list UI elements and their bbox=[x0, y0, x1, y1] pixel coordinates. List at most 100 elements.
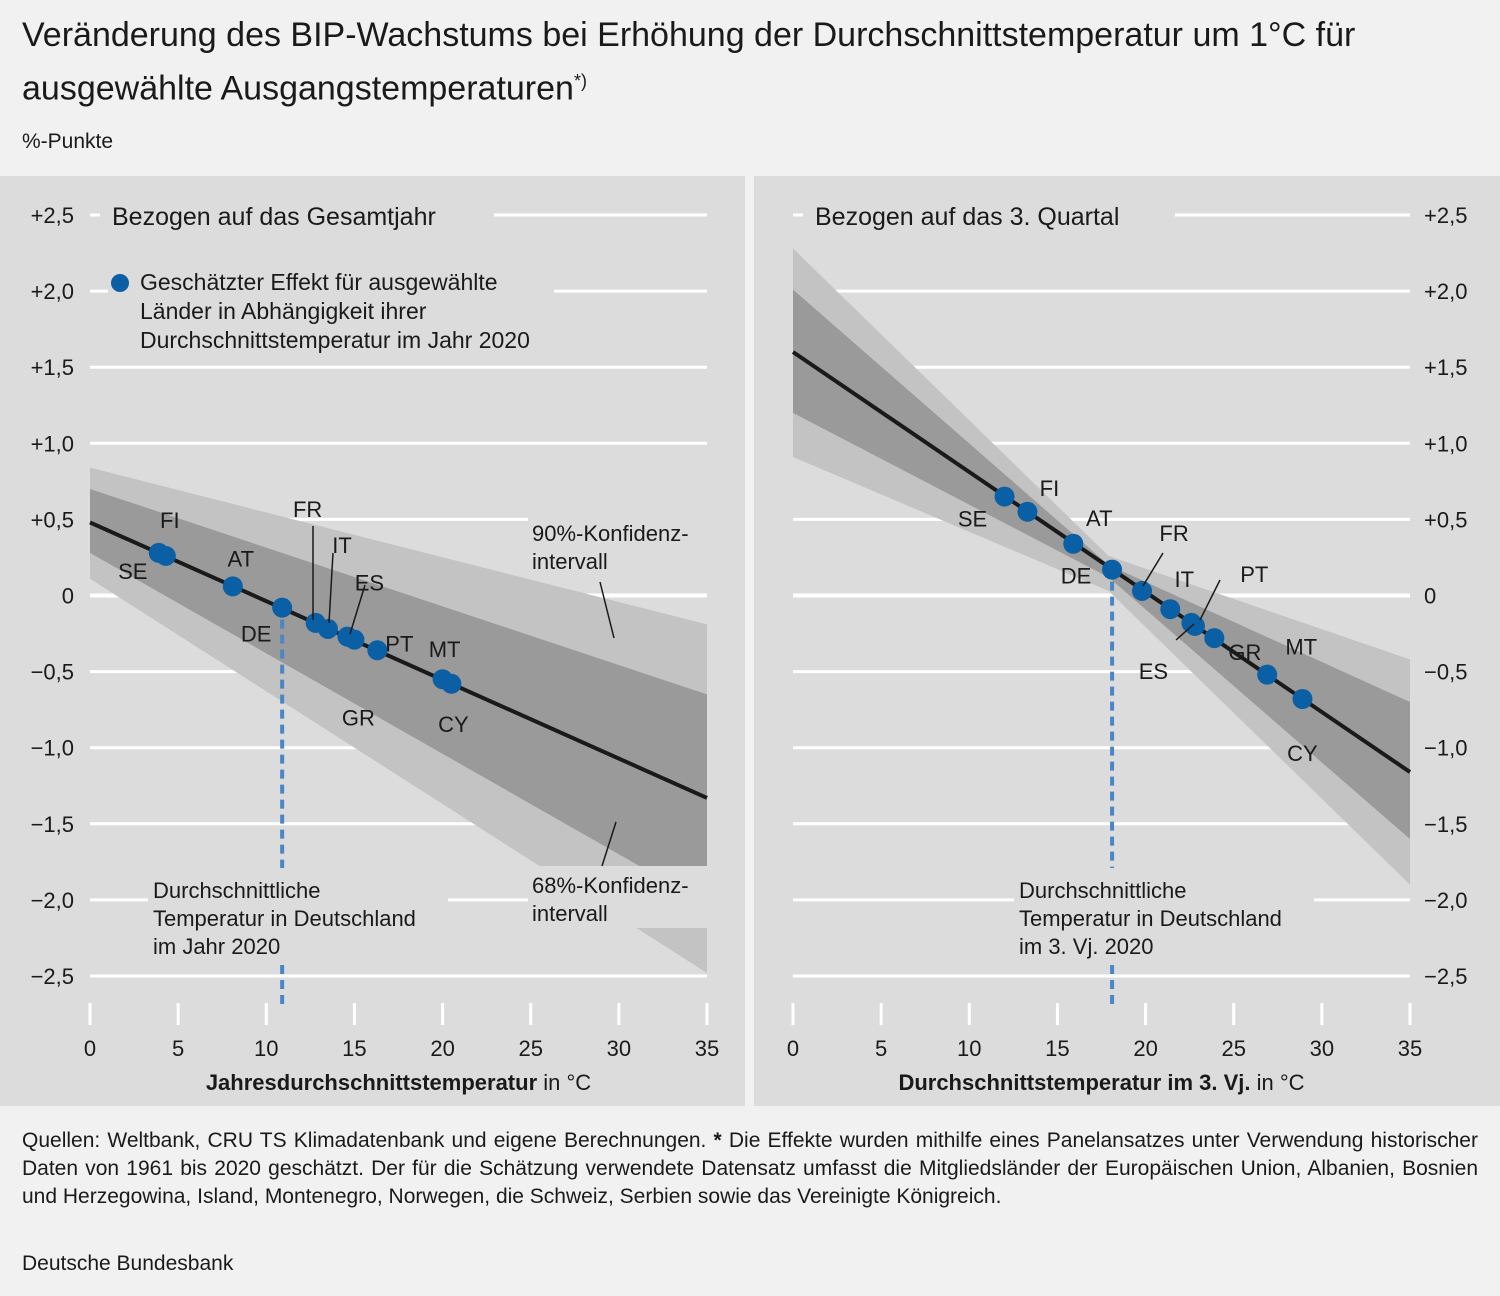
panel-1-leader-line-2 bbox=[328, 552, 334, 624]
ci90-label-bg bbox=[528, 514, 710, 576]
panel-1-ytick-label: +2,0 bbox=[31, 279, 74, 304]
ci90-leader-line bbox=[599, 581, 615, 639]
panel-2-ytick-label: −1,0 bbox=[1424, 736, 1467, 761]
legend-point-marker bbox=[111, 274, 129, 292]
ci68-label-bg bbox=[528, 866, 710, 928]
panel-1-point-de bbox=[272, 597, 293, 618]
ci90-label-line-2: intervall bbox=[532, 549, 608, 574]
panel-2-leader-line-2 bbox=[1199, 579, 1221, 621]
panel-2-ytick-label: 0 bbox=[1424, 584, 1436, 609]
panel-1-xtick-label: 15 bbox=[342, 1036, 366, 1061]
footnote-text: Die Effekte wurden mithilfe eines Panela… bbox=[22, 1129, 1478, 1208]
panel-1-point-label-mt: MT bbox=[429, 637, 461, 662]
panel-1-point-label-se: SE bbox=[118, 559, 147, 584]
panel-2-point-mt bbox=[1257, 664, 1278, 685]
panel-2-point-fi bbox=[1017, 501, 1038, 522]
panel-2-point-label-cy: CY bbox=[1287, 741, 1318, 766]
panel-1-ytick-label: +0,5 bbox=[31, 507, 74, 532]
panel-1-reference-label-bg bbox=[148, 870, 448, 962]
ci68-label-line-1: 68%-Konfidenz- bbox=[532, 873, 689, 898]
panel-1-title-bg bbox=[100, 198, 494, 234]
legend-text-line-3: Durchschnittstemperatur im Jahr 2020 bbox=[140, 327, 530, 353]
panel-1-point-label-gr: GR bbox=[342, 706, 375, 731]
panel-1-point-label-pt: PT bbox=[385, 631, 413, 656]
panel-2-point-label-fr: FR bbox=[1159, 521, 1188, 546]
panel-2-point-label-fi: FI bbox=[1040, 476, 1060, 501]
panel-2-xaxis-label-bold: Durchschnittstemperatur im 3. Vj. bbox=[898, 1070, 1256, 1095]
panel-1-title: Bezogen auf das Gesamtjahr bbox=[112, 203, 436, 231]
panel-1-point-label-es: ES bbox=[355, 571, 384, 596]
panel-2-ytick-label: +2,0 bbox=[1424, 279, 1467, 304]
panel-2-ytick-label: −2,5 bbox=[1424, 964, 1467, 989]
panel-2-point-label-at: AT bbox=[1086, 506, 1112, 531]
panel-1-point-at bbox=[222, 576, 243, 597]
charts-canvas: Bezogen auf das Gesamtjahr Durchschnittli… bbox=[30, 198, 1468, 1095]
panel-2-ytick-label: −0,5 bbox=[1424, 660, 1467, 685]
panel-2-xtick-label: 10 bbox=[957, 1036, 981, 1061]
panel-1-ytick-label: +2,5 bbox=[31, 203, 74, 228]
ci68-label-line-2: intervall bbox=[532, 901, 608, 926]
panel-1-ytick-label: −1,0 bbox=[31, 736, 74, 761]
panel-1-ytick-label: −2,5 bbox=[31, 964, 74, 989]
panel-1-xtick-label: 0 bbox=[84, 1036, 96, 1061]
panel-2-reference-label-line-1: Durchschnittliche bbox=[1019, 878, 1187, 903]
panel-2-xtick-label: 25 bbox=[1221, 1036, 1245, 1061]
panel-1-reference-label-line-1: Durchschnittliche bbox=[153, 878, 321, 903]
panel-2-point-label-se: SE bbox=[958, 507, 987, 532]
panel-1-xtick-label: 5 bbox=[172, 1036, 184, 1061]
panel-2-point-fr bbox=[1132, 580, 1153, 601]
panel-1-point-label-it: IT bbox=[332, 533, 352, 558]
panel-2-xtick-label: 5 bbox=[875, 1036, 887, 1061]
panel-2-ytick-label: +2,5 bbox=[1424, 203, 1467, 228]
panel-1-reference-label-line-2: Temperatur in Deutschland bbox=[153, 906, 416, 931]
panel-2-reference-label-bg bbox=[1014, 870, 1314, 962]
publisher: Deutsche Bundesbank bbox=[22, 1252, 234, 1275]
title-footnote-marker: *) bbox=[573, 71, 587, 91]
panel-2-xtick-label: 15 bbox=[1045, 1036, 1069, 1061]
panel-1-xtick-label: 25 bbox=[518, 1036, 542, 1061]
panel-2-point-label-gr: GR bbox=[1228, 640, 1261, 665]
legend-text-line-2: Länder in Abhängigkeit ihrer bbox=[140, 298, 427, 324]
panel-1-point-label-fi: FI bbox=[160, 508, 180, 533]
panel-1-xtick-label: 10 bbox=[254, 1036, 278, 1061]
legend-bg bbox=[108, 262, 554, 358]
panel-1-xtick-label: 35 bbox=[695, 1036, 719, 1061]
panel-1-ytick-label: −1,5 bbox=[31, 812, 74, 837]
panel-2-ytick-label: +1,0 bbox=[1424, 431, 1467, 456]
panel-2-point-gr bbox=[1184, 615, 1205, 636]
panel-2-xtick-label: 35 bbox=[1398, 1036, 1422, 1061]
panel-1-point-pt bbox=[367, 640, 388, 661]
panel-2-ytick-label: +0,5 bbox=[1424, 507, 1467, 532]
panel-2-xtick-label: 30 bbox=[1310, 1036, 1334, 1061]
panel-1-ytick-label: +1,0 bbox=[31, 431, 74, 456]
panel-1-point-fi bbox=[155, 545, 176, 566]
panel-1-point-it bbox=[317, 618, 338, 639]
panel-1-xaxis-label: Jahresdurchschnittstemperatur in °C bbox=[206, 1070, 591, 1095]
panel-1-ytick-label: +1,5 bbox=[31, 355, 74, 380]
panel-2-point-se bbox=[994, 486, 1015, 507]
panel-2-point-pt bbox=[1204, 628, 1225, 649]
footnote-marker: * bbox=[713, 1129, 722, 1152]
panel-2-xtick-label: 20 bbox=[1133, 1036, 1157, 1061]
ci68-leader-line bbox=[601, 821, 617, 867]
panel-2-leader-line-1 bbox=[1142, 552, 1164, 587]
chart-title-text: Veränderung des BIP-Wachstums bei Erhöhu… bbox=[22, 16, 1356, 108]
panel-2-point-at bbox=[1063, 533, 1084, 554]
panel-2-point-label-mt: MT bbox=[1285, 635, 1317, 660]
panel-1-estimate-line bbox=[89, 520, 708, 800]
footnote: Quellen: Weltbank, CRU TS Klimadatenbank… bbox=[22, 1127, 1478, 1211]
panel-1-xtick-label: 30 bbox=[607, 1036, 631, 1061]
panel-2-reference-label-line-2: Temperatur in Deutschland bbox=[1019, 906, 1282, 931]
panel-2-xaxis-label-unit: in °C bbox=[1257, 1070, 1305, 1095]
panel-2-point-label-de: DE bbox=[1061, 564, 1092, 589]
panel-2-point-cy bbox=[1292, 688, 1313, 709]
panel-2-ytick-label: −1,5 bbox=[1424, 812, 1467, 837]
legend-text-line-1: Geschätzter Effekt für ausgewählte bbox=[140, 269, 498, 295]
panel-1-point-label-cy: CY bbox=[438, 712, 469, 737]
unit-label: %-Punkte bbox=[22, 130, 114, 153]
panel-1-xaxis-label-bold: Jahresdurchschnittstemperatur bbox=[206, 1070, 543, 1095]
panel-1-ytick-label: −2,0 bbox=[31, 888, 74, 913]
panel-2-title: Bezogen auf das 3. Quartal bbox=[815, 203, 1119, 231]
panel-2-leader-line-3 bbox=[1175, 623, 1195, 641]
panel-1-point-label-de: DE bbox=[241, 622, 272, 647]
